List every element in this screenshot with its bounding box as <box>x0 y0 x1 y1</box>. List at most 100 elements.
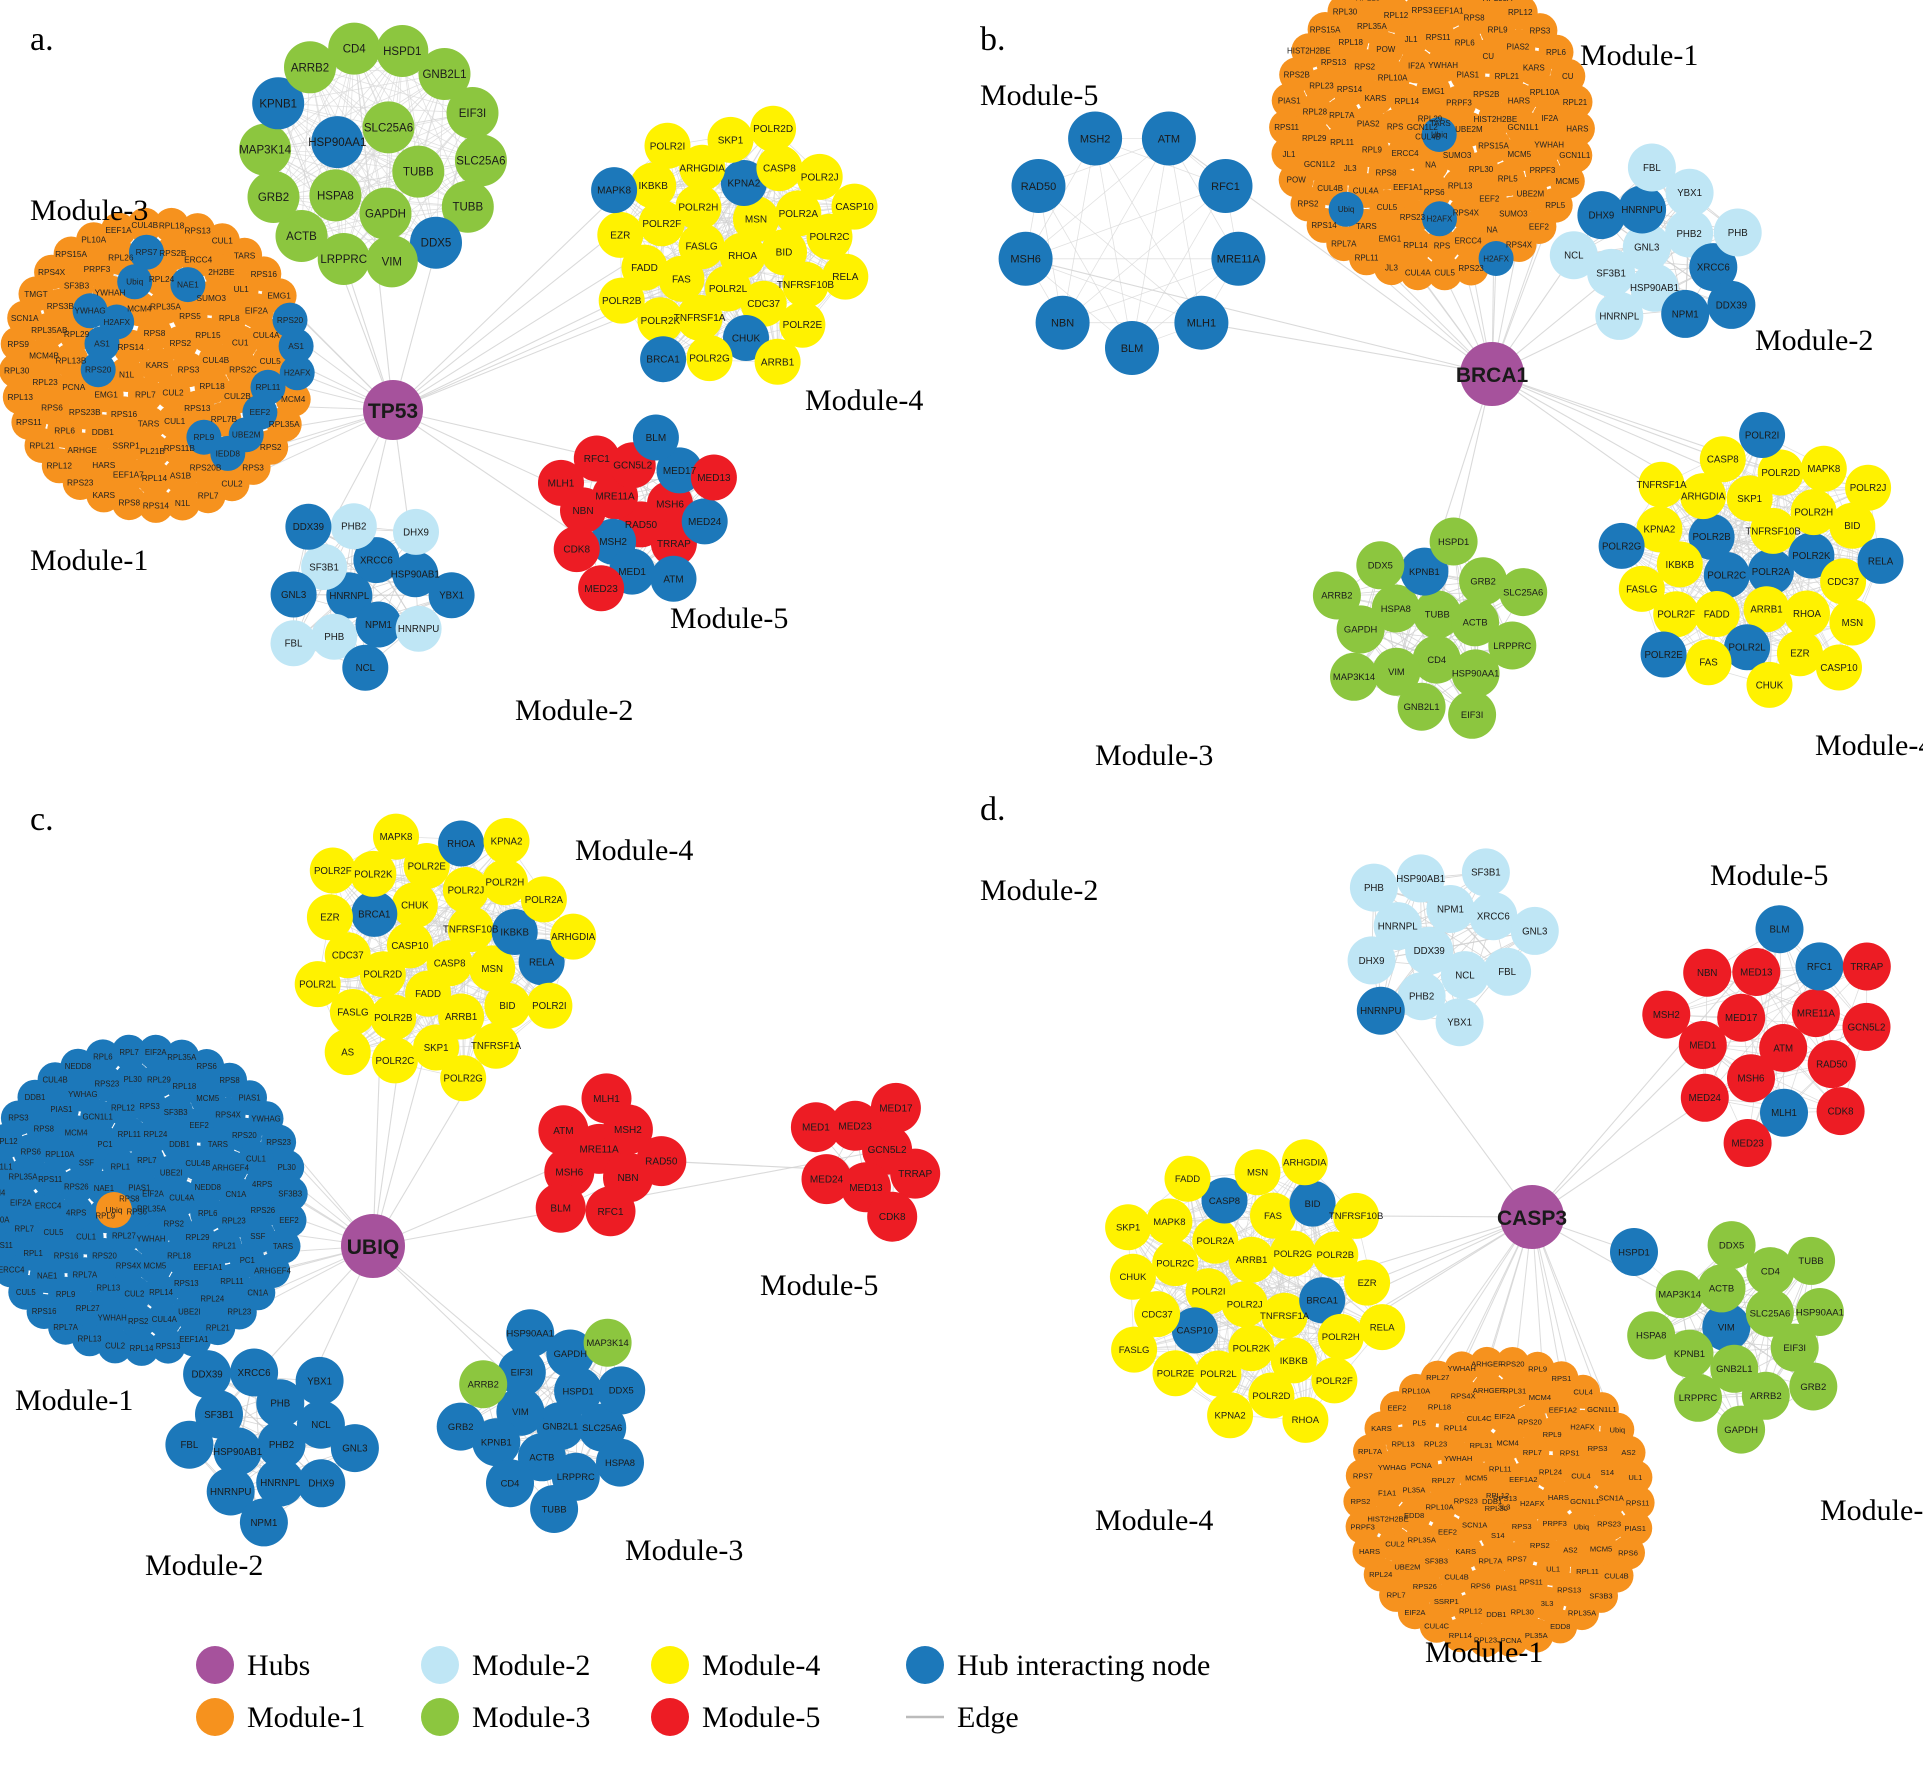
svg-text:RHOA: RHOA <box>1793 609 1822 620</box>
svg-text:RPL10A: RPL10A <box>1530 88 1560 97</box>
svg-text:CDC37: CDC37 <box>747 299 780 310</box>
svg-text:RPS2C: RPS2C <box>229 364 257 374</box>
svg-text:SKP1: SKP1 <box>718 135 744 146</box>
svg-text:RPL35A: RPL35A <box>269 419 300 429</box>
svg-text:NCL: NCL <box>1455 971 1475 982</box>
svg-text:CU: CU <box>1562 72 1574 81</box>
svg-text:MED13: MED13 <box>697 473 731 484</box>
svg-text:YBX1: YBX1 <box>439 591 464 602</box>
svg-text:POLR2E: POLR2E <box>783 320 823 331</box>
svg-text:SF3B1: SF3B1 <box>309 562 339 573</box>
svg-text:PL5: PL5 <box>1412 1419 1426 1428</box>
svg-text:HNRNPL: HNRNPL <box>329 591 369 602</box>
svg-text:ACTB: ACTB <box>1709 1284 1734 1295</box>
svg-text:SF3B3: SF3B3 <box>1425 1557 1448 1566</box>
svg-text:RPS: RPS <box>1434 242 1450 251</box>
svg-text:CUL4B: CUL4B <box>43 1076 68 1085</box>
svg-text:TUBB: TUBB <box>403 167 434 179</box>
svg-text:DDX5: DDX5 <box>421 238 452 250</box>
svg-text:POLR2D: POLR2D <box>753 124 793 135</box>
svg-text:Module-1: Module-1 <box>1425 1636 1543 1669</box>
svg-text:XRCC6: XRCC6 <box>238 1368 271 1379</box>
svg-text:RPL8: RPL8 <box>219 313 240 323</box>
svg-text:POLR2I: POLR2I <box>1745 430 1779 441</box>
svg-text:RPL7A: RPL7A <box>1358 1447 1383 1456</box>
svg-text:SSRP1: SSRP1 <box>112 440 140 450</box>
svg-text:UBE2M: UBE2M <box>232 430 261 440</box>
svg-text:Ubiq: Ubiq <box>1338 205 1354 214</box>
svg-text:BRCA1: BRCA1 <box>646 355 680 366</box>
svg-text:RPL7: RPL7 <box>137 1156 157 1165</box>
svg-text:HARS: HARS <box>1548 1493 1569 1502</box>
svg-text:PIAS1: PIAS1 <box>1495 1583 1517 1592</box>
svg-text:RPL29: RPL29 <box>186 1233 210 1242</box>
svg-text:MSH6: MSH6 <box>1010 254 1041 266</box>
svg-text:RPS11: RPS11 <box>1519 1577 1543 1586</box>
svg-text:GNB2L1: GNB2L1 <box>1404 701 1440 712</box>
svg-text:RPS20: RPS20 <box>85 365 112 375</box>
svg-text:EEF1A2: EEF1A2 <box>1509 1475 1537 1484</box>
svg-text:POLR2K: POLR2K <box>1233 1343 1271 1354</box>
svg-text:RPS7: RPS7 <box>1507 1555 1527 1564</box>
svg-text:PL35A: PL35A <box>1402 1486 1426 1495</box>
svg-text:PRPF3: PRPF3 <box>1530 166 1556 175</box>
svg-text:RPS6: RPS6 <box>41 402 63 412</box>
svg-text:ERCC4: ERCC4 <box>0 1266 25 1275</box>
svg-text:ARHGEF: ARHGEF <box>1473 1386 1505 1395</box>
svg-text:MCM4: MCM4 <box>65 1129 89 1138</box>
svg-text:H2AFX: H2AFX <box>284 368 311 378</box>
svg-text:PRPF3: PRPF3 <box>1542 1519 1566 1528</box>
svg-text:RPL14: RPL14 <box>130 1344 155 1353</box>
svg-text:YWHAH: YWHAH <box>1448 1364 1476 1373</box>
svg-text:EEF1A1: EEF1A1 <box>193 1263 222 1272</box>
svg-text:Module-4: Module-4 <box>1095 1504 1213 1537</box>
svg-text:CDK8: CDK8 <box>879 1212 906 1223</box>
svg-text:RPL23: RPL23 <box>32 377 58 387</box>
svg-text:RPL13: RPL13 <box>1391 1439 1414 1448</box>
svg-text:SUMO3: SUMO3 <box>196 293 226 303</box>
svg-text:RPS2: RPS2 <box>169 338 191 348</box>
svg-text:H2AFX: H2AFX <box>1427 215 1453 224</box>
svg-text:RPS3: RPS3 <box>178 365 200 375</box>
svg-text:POLR2F: POLR2F <box>314 866 352 877</box>
svg-text:RPS6: RPS6 <box>1618 1548 1638 1557</box>
svg-text:Module-3: Module-3 <box>472 1701 590 1734</box>
svg-text:KARS: KARS <box>1523 64 1545 73</box>
svg-text:RPS8: RPS8 <box>34 1125 54 1134</box>
svg-text:MSH2: MSH2 <box>599 537 627 548</box>
svg-text:HSPA8: HSPA8 <box>605 1457 635 1468</box>
svg-text:RPL24: RPL24 <box>143 1130 168 1139</box>
svg-text:IEDD8: IEDD8 <box>216 448 241 458</box>
svg-text:MCM5: MCM5 <box>143 1262 167 1271</box>
svg-text:RPS13: RPS13 <box>184 226 211 236</box>
svg-text:DHX9: DHX9 <box>403 527 429 538</box>
svg-text:ARHGEF: ARHGEF <box>1471 1360 1503 1369</box>
svg-text:RPS6: RPS6 <box>1424 188 1445 197</box>
svg-text:HSP90AA1: HSP90AA1 <box>1452 668 1499 679</box>
svg-text:Module-2: Module-2 <box>472 1649 590 1682</box>
svg-text:GCN1L1: GCN1L1 <box>1587 1405 1617 1414</box>
svg-text:RPL23: RPL23 <box>227 1308 251 1317</box>
svg-text:HSP90AA1: HSP90AA1 <box>1796 1307 1844 1318</box>
svg-text:HSP90AB1: HSP90AB1 <box>391 570 440 581</box>
svg-text:RPS20: RPS20 <box>277 315 304 325</box>
svg-text:RPS6: RPS6 <box>197 1062 217 1071</box>
svg-text:GAPDH: GAPDH <box>1344 624 1377 635</box>
svg-text:RPS26: RPS26 <box>64 1182 89 1191</box>
svg-text:SCN1A: SCN1A <box>11 313 39 323</box>
svg-text:POLR2K: POLR2K <box>354 869 393 880</box>
svg-text:HSP90AA1: HSP90AA1 <box>506 1328 553 1339</box>
svg-text:NEDD8: NEDD8 <box>195 1183 221 1192</box>
svg-text:GNB2L1: GNB2L1 <box>422 69 466 81</box>
svg-text:SSRP1: SSRP1 <box>1434 1597 1459 1606</box>
svg-text:RPL9: RPL9 <box>194 432 215 442</box>
svg-text:RPL24: RPL24 <box>149 274 175 284</box>
svg-text:BRCA1: BRCA1 <box>1456 364 1529 387</box>
svg-text:CU: CU <box>1483 52 1495 61</box>
svg-text:RPL12: RPL12 <box>111 1104 135 1113</box>
svg-text:XRCC6: XRCC6 <box>360 556 393 567</box>
svg-text:Module-1: Module-1 <box>15 1384 133 1417</box>
svg-text:CUL5: CUL5 <box>260 356 282 366</box>
svg-text:HSPD1: HSPD1 <box>1618 1247 1650 1258</box>
svg-text:RPL12: RPL12 <box>1486 1491 1509 1500</box>
